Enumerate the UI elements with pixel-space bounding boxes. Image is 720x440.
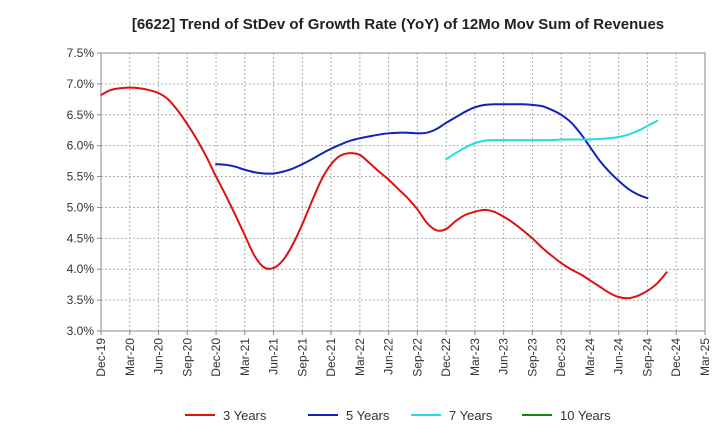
y-tick-label: 5.5% xyxy=(67,170,95,184)
x-tick-label: Sep-23 xyxy=(525,338,539,377)
legend-label-10-years: 10 Years xyxy=(560,408,611,423)
y-tick-label: 7.0% xyxy=(67,77,95,91)
y-tick-label: 3.0% xyxy=(67,324,95,338)
x-tick-label: Sep-22 xyxy=(410,338,424,377)
y-tick-label: 7.5% xyxy=(67,46,95,60)
x-tick-label: Mar-23 xyxy=(468,338,482,376)
x-tick-label: Mar-20 xyxy=(123,338,137,376)
y-tick-label: 6.5% xyxy=(67,108,95,122)
series-line-3-years xyxy=(100,86,668,300)
x-tick-label: Mar-22 xyxy=(353,338,367,376)
series-line-5-years xyxy=(215,103,649,200)
legend-label-3-years: 3 Years xyxy=(223,408,267,423)
x-tick-label: Dec-19 xyxy=(94,338,108,377)
x-tick-label: Sep-20 xyxy=(180,338,194,377)
x-axis: Dec-19 Mar-20 Jun-20 Sep-20 Dec-20 Mar-21 Jun-… xyxy=(94,331,712,377)
x-tick-label: Dec-22 xyxy=(439,338,453,377)
legend-label-7-years: 7 Years xyxy=(449,408,493,423)
x-tick-label: Dec-20 xyxy=(209,338,223,377)
x-tick-label: Dec-24 xyxy=(669,338,683,377)
plot-frame xyxy=(100,52,706,332)
x-tick-label: Jun-22 xyxy=(382,338,396,375)
x-tick-label: Sep-24 xyxy=(640,338,654,377)
x-tick-label: Jun-23 xyxy=(497,338,511,375)
x-tick-label: Jun-20 xyxy=(152,338,166,375)
x-tick-label: Dec-23 xyxy=(554,338,568,377)
grid xyxy=(100,52,706,332)
x-tick-label: Sep-21 xyxy=(295,338,309,377)
x-tick-label: Mar-24 xyxy=(583,338,597,376)
y-tick-label: 4.5% xyxy=(67,231,95,245)
chart-title: [6622] Trend of StDev of Growth Rate (Yo… xyxy=(132,16,664,33)
y-tick-label: 6.0% xyxy=(67,139,95,153)
x-tick-label: Dec-21 xyxy=(324,338,338,377)
x-tick-label: Mar-21 xyxy=(238,338,252,376)
series-layer xyxy=(100,86,668,300)
x-tick-label: Mar-25 xyxy=(698,338,712,376)
y-tick-label: 5.0% xyxy=(67,200,95,214)
x-tick-label: Jun-24 xyxy=(612,338,626,375)
series-line-7-years xyxy=(445,119,659,161)
legend: 3 Years 5 Years 7 Years 10 Years xyxy=(185,408,611,423)
y-axis: 3.0% 3.5% 4.0% 4.5% 5.0% 5.5% 6.0% 6.5% 7.0% 7.5% xyxy=(67,46,101,338)
legend-label-5-years: 5 Years xyxy=(346,408,390,423)
y-tick-label: 4.0% xyxy=(67,262,95,276)
x-tick-label: Jun-21 xyxy=(267,338,281,375)
y-tick-label: 3.5% xyxy=(67,293,95,307)
